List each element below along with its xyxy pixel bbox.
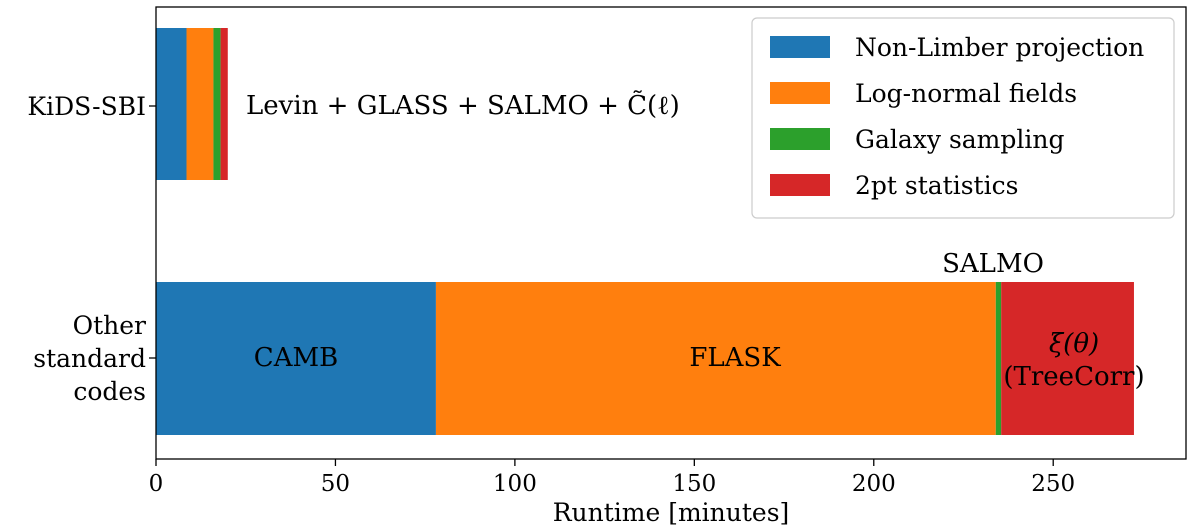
x-tick-label-5: 250: [1031, 471, 1075, 497]
bar-segment-0-3: [220, 28, 228, 180]
x-tick-label-2: 100: [493, 471, 537, 497]
category-label-1-2: codes: [73, 377, 146, 406]
legend: Non-Limber projection Log-normal fields Ga…: [751, 17, 1175, 219]
legend-swatch-0: [770, 36, 830, 58]
annotation-kids-pipeline: Levin + GLASS + SALMO + C̃(ℓ): [246, 90, 680, 121]
legend-swatch-1: [770, 82, 830, 104]
legend-label-3: 2pt statistics: [855, 171, 1018, 200]
legend-swatch-2: [770, 128, 830, 150]
category-label-1-1: standard: [33, 344, 146, 373]
bar-segment-1-0: [156, 282, 436, 435]
x-tick-label-0: 0: [149, 471, 164, 497]
annotation-xi-theta: ξ(θ): [1049, 329, 1099, 359]
bar-segment-0-1: [186, 28, 214, 180]
category-label-1-0: Other: [73, 311, 146, 340]
category-label-0-0: KiDS-SBI: [27, 92, 146, 121]
legend-frame: [751, 17, 1175, 219]
legend-swatch-3: [770, 174, 830, 196]
x-tick-label-1: 50: [321, 471, 350, 497]
x-tick-label-3: 150: [672, 471, 716, 497]
bar-segment-0-0: [156, 28, 187, 180]
bar-segment-1-1: [435, 282, 996, 435]
annotation-treecorr: (TreeCorr): [1003, 362, 1144, 392]
bar-segment-1-3: [1001, 282, 1134, 435]
x-axis-label: Runtime [minutes]: [553, 498, 790, 527]
annotation-salmo: SALMO: [942, 249, 1044, 279]
annotation-camb: CAMB: [254, 343, 338, 373]
plot-frame: [155, 6, 1187, 460]
bar-segment-0-2: [213, 28, 221, 180]
legend-label-2: Galaxy sampling: [855, 125, 1065, 154]
bars-layer: [156, 28, 1134, 435]
x-axis: 0 50 100 150 200 250: [149, 459, 1075, 497]
y-axis: KiDS-SBI Other standard codes: [27, 92, 156, 406]
legend-label-0: Non-Limber projection: [855, 33, 1144, 62]
x-tick-label-4: 200: [852, 471, 896, 497]
legend-label-1: Log-normal fields: [855, 79, 1077, 108]
annotation-flask: FLASK: [689, 343, 781, 373]
bar-segment-1-2: [995, 282, 1002, 435]
